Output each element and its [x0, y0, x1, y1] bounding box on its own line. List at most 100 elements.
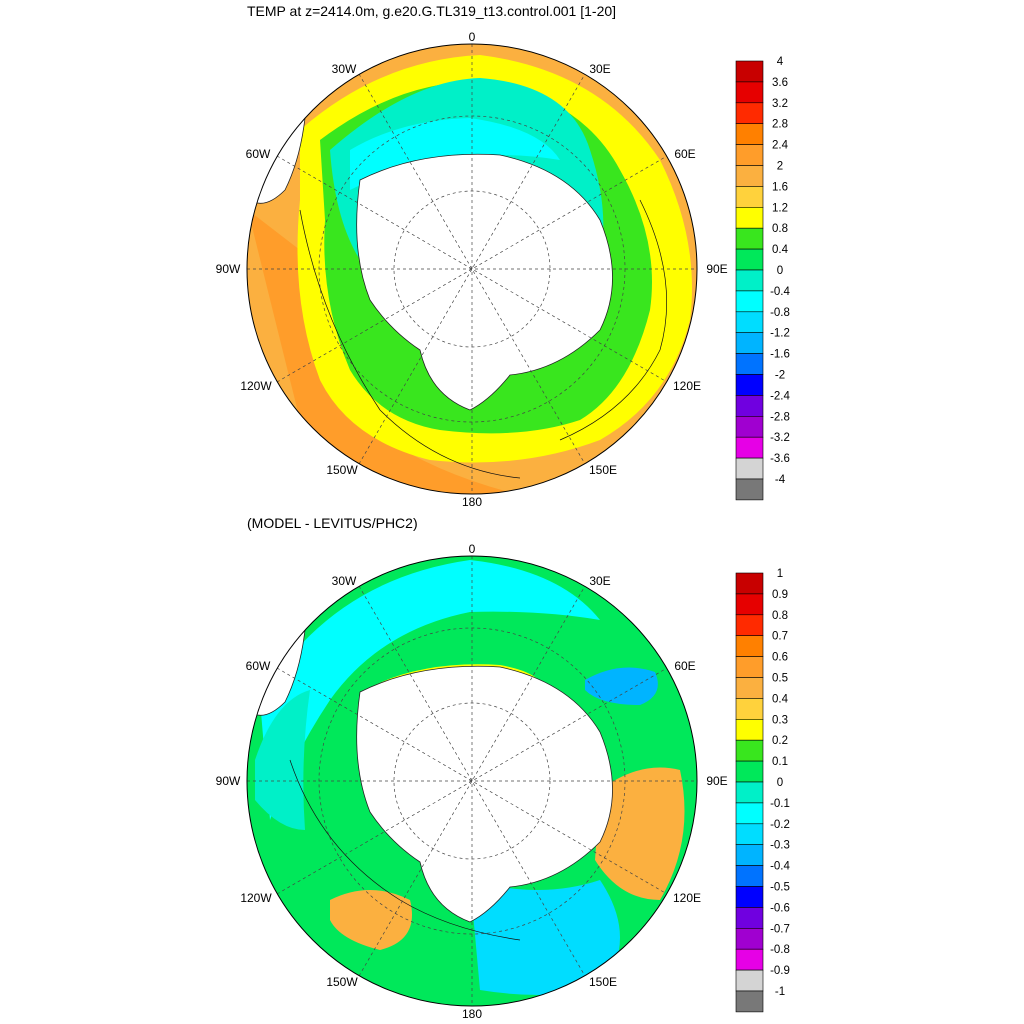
- lon-label-60w: 60W: [246, 147, 271, 161]
- colorbar-swatch: [735, 865, 764, 887]
- lon-label-60e: 60E: [674, 659, 695, 673]
- field-cyan-region: [260, 560, 600, 820]
- colorbar-tick-label: -2.8: [770, 411, 790, 423]
- colorbar-swatch: [735, 844, 764, 866]
- lon-label-90w: 90W: [216, 774, 241, 788]
- colorbar-swatch: [735, 457, 764, 480]
- lon-label-30w: 30W: [332, 62, 357, 76]
- colorbar-swatch: [735, 332, 764, 354]
- colorbar-swatch: [735, 656, 764, 678]
- lon-label-30e: 30E: [589, 574, 610, 588]
- colorbar-tick-label: -0.2: [770, 819, 790, 831]
- field-warm-patch: [330, 890, 412, 950]
- colorbar-swatch: [735, 81, 764, 104]
- colorbar-swatch: [735, 739, 764, 762]
- colorbar-swatch: [735, 572, 764, 595]
- colorbar-swatch: [735, 614, 764, 636]
- colorbar-tick-label: 3.2: [772, 98, 788, 110]
- colorbar-swatch: [735, 415, 764, 438]
- colorbar-tick-label: 1.2: [772, 202, 788, 214]
- lon-label-30w: 30W: [332, 574, 357, 588]
- colorbar-tick-label: -4: [775, 474, 786, 486]
- colorbar-tick-label: 0.7: [772, 631, 788, 643]
- colorbar-tick-label: 0.4: [772, 693, 789, 705]
- colorbar-tick-label: -0.6: [770, 902, 790, 914]
- colorbar-swatch: [735, 290, 764, 313]
- colorbar-tick-label: -1.6: [770, 349, 790, 361]
- colorbar-swatch: [735, 165, 764, 187]
- colorbar-tick-label: -1: [775, 986, 785, 998]
- colorbar-swatch: [735, 635, 764, 657]
- colorbar-tick-label: -0.4: [770, 286, 790, 298]
- panel-temperature: TEMP at z=2414.0m, g.e20.G.TL319_t13.con…: [216, 3, 791, 509]
- lon-label-150e: 150E: [589, 463, 617, 477]
- colorbar-swatch: [735, 478, 764, 501]
- contour-line: [299, 209, 521, 479]
- colorbar-tick-label: -0.4: [770, 861, 790, 873]
- contour-line: [559, 199, 667, 441]
- panel-title: (MODEL - LEVITUS/PHC2): [247, 515, 418, 531]
- colorbar-tick-label: 3.6: [772, 77, 788, 89]
- colorbar-tick-label: 0.5: [772, 673, 788, 685]
- lon-label-60w: 60W: [246, 659, 271, 673]
- colorbar-tick-label: -0.5: [770, 882, 790, 894]
- field-warm-patch: [595, 767, 685, 900]
- colorbar-tick-label: 0: [777, 777, 783, 789]
- colorbar-swatch: [735, 186, 764, 208]
- colorbar-tick-label: 0.2: [772, 735, 788, 747]
- lon-label-150e: 150E: [589, 975, 617, 989]
- colorbar-tick-label: 0.9: [772, 589, 788, 601]
- colorbar: 4 3.6 3.2 2.8 2.4 2 1.6 1.2 0.8 0.4 0 -0.4 -0.8 -1.2 -…: [735, 56, 791, 501]
- colorbar-swatch: [735, 395, 764, 417]
- longitude-labels: 0 30E 60E 90E 120E 150E 180 150W 120W 90…: [216, 30, 728, 509]
- colorbar-tick-label: 2: [777, 161, 783, 173]
- lon-label-0: 0: [469, 542, 476, 556]
- colorbar-swatch: [735, 248, 764, 271]
- colorbar-tick-label: 0.6: [772, 652, 788, 664]
- colorbar-swatch: [735, 886, 764, 908]
- lon-label-30e: 30E: [589, 62, 610, 76]
- colorbar-tick-label: 1: [777, 568, 783, 580]
- colorbar-swatch: [735, 823, 764, 845]
- colorbar-swatch: [735, 269, 764, 292]
- lon-label-120w: 120W: [240, 379, 272, 393]
- lon-label-90e: 90E: [706, 262, 727, 276]
- colorbar-tick-label: 0: [777, 265, 783, 277]
- colorbar-swatch: [735, 760, 764, 783]
- colorbar-swatch: [735, 927, 764, 950]
- lon-label-90e: 90E: [706, 774, 727, 788]
- antarctica-landmass: [356, 153, 613, 411]
- colorbar-swatch: [735, 353, 764, 375]
- colorbar-swatch: [735, 718, 764, 741]
- colorbar-tick-label: 0.3: [772, 714, 788, 726]
- colorbar-swatch: [735, 907, 764, 929]
- colorbar-swatch: [735, 374, 764, 396]
- colorbar-swatch: [735, 227, 764, 250]
- colorbar-tick-label: 2.8: [772, 119, 788, 131]
- lon-label-150w: 150W: [326, 975, 358, 989]
- graticule: [247, 556, 697, 1006]
- colorbar-tick-label: -0.7: [770, 923, 790, 935]
- panel-title: TEMP at z=2414.0m, g.e20.G.TL319_t13.con…: [247, 3, 616, 19]
- map-boundary: [246, 555, 698, 1007]
- lon-label-90w: 90W: [216, 262, 241, 276]
- colorbar-tick-label: -3.2: [770, 432, 790, 444]
- colorbar-tick-label: 4: [777, 56, 784, 68]
- colorbar: 1 0.9 0.8 0.7 0.6 0.5 0.4 0.3 0.2 0.1 0 -0.1 -0.2 -0.…: [735, 568, 791, 1013]
- colorbar-tick-label: -0.3: [770, 840, 790, 852]
- colorbar-tick-label: -1.2: [770, 328, 790, 340]
- colorbar-swatch: [735, 698, 764, 720]
- colorbar-tick-label: 2.4: [772, 140, 789, 152]
- colorbar-swatch: [735, 969, 764, 992]
- field-blue-patch: [585, 667, 658, 705]
- colorbar-swatch: [735, 207, 764, 229]
- colorbar-tick-label: 1.6: [772, 181, 788, 193]
- lon-label-120e: 120E: [673, 379, 701, 393]
- polar-map: [247, 556, 697, 1006]
- colorbar-tick-label: 0.8: [772, 610, 788, 622]
- colorbar-swatch: [735, 102, 764, 125]
- lon-label-150w: 150W: [326, 463, 358, 477]
- colorbar-swatch: [735, 593, 764, 616]
- colorbar-swatch: [735, 990, 764, 1013]
